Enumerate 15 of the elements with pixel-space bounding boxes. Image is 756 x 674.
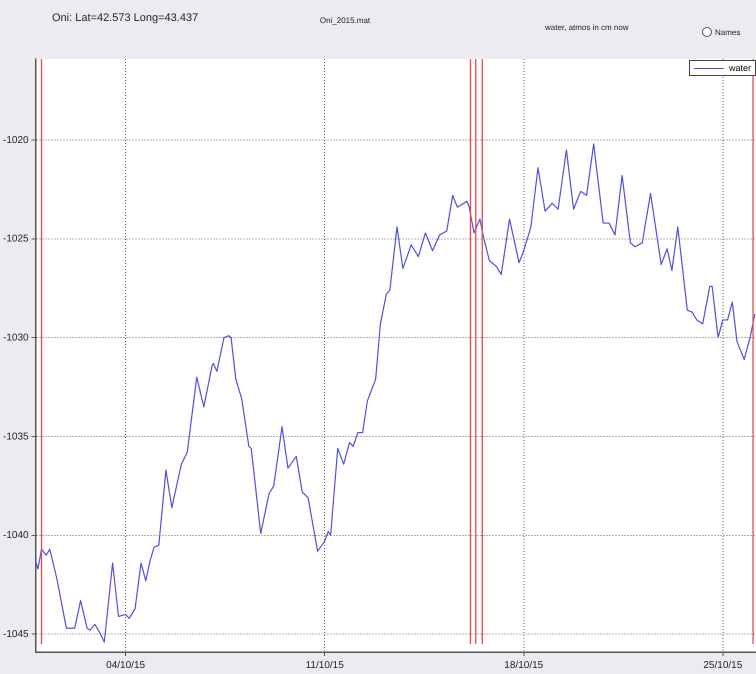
y-tick-label: -1030 — [3, 332, 30, 344]
x-tick-label: 18/10/15 — [504, 660, 544, 671]
legend-label: water — [728, 63, 751, 73]
y-tick-label: -1020 — [3, 134, 30, 146]
y-tick-label: -1040 — [3, 530, 30, 542]
chart-title: Oni: Lat=42.573 Long=43.437 — [52, 12, 198, 24]
y-tick-label: -1035 — [3, 431, 30, 442]
x-tick-label: 04/10/15 — [106, 660, 146, 671]
y-tick-label: -1025 — [3, 234, 30, 245]
x-tick-label: 25/10/15 — [703, 660, 743, 671]
y-tick-label: -1045 — [3, 628, 30, 640]
chart-subtitle: Oni_2015.mat — [320, 16, 370, 25]
x-tick-label: 11/10/15 — [306, 660, 344, 671]
text: Names — [715, 28, 740, 36]
text: water, atmos in cm now — [545, 23, 629, 32]
